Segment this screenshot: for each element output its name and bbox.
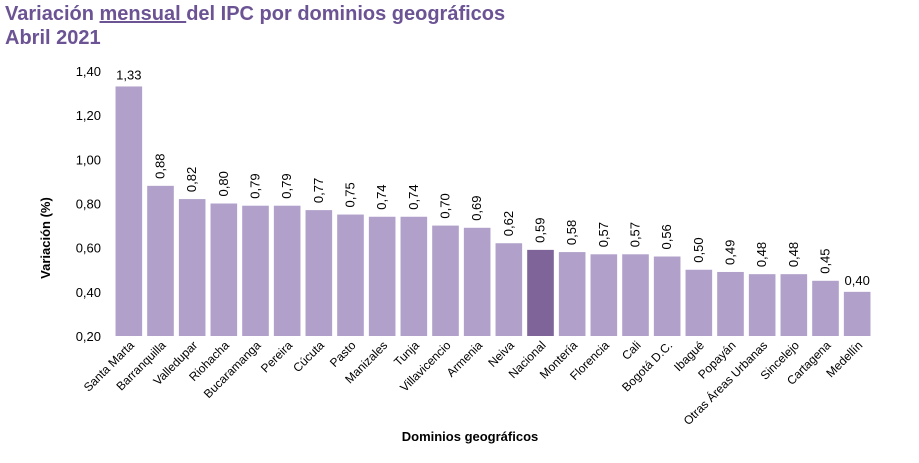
value-label: 0,69: [469, 195, 484, 220]
y-axis-ticks: 0,20 0,40 0,60 0,80 1,00 1,20 1,40: [76, 64, 101, 344]
bar: [843, 291, 871, 336]
chart-subtitle: Abril 2021: [5, 27, 101, 49]
value-label: 0,79: [248, 173, 263, 198]
value-label: 0,82: [184, 167, 199, 192]
y-tick-label: 0,80: [76, 197, 101, 212]
bar: [178, 199, 206, 336]
value-label: 0,75: [343, 182, 358, 207]
x-axis-title: Dominios geográficos: [402, 429, 539, 444]
value-labels: 1,33 0,88 0,82 0,80 0,79 0,79 0,77 0,75 0,74 0,74…: [116, 67, 870, 287]
value-label: 0,56: [659, 224, 674, 249]
value-label: 0,79: [279, 173, 294, 198]
bar: [210, 203, 238, 336]
value-label: 0,77: [311, 178, 326, 203]
value-label: 0,48: [786, 242, 801, 267]
y-tick-label: 1,00: [76, 152, 101, 167]
value-label: 0,62: [501, 211, 516, 236]
bar: [748, 274, 776, 336]
bar: [242, 205, 269, 336]
bar: [115, 86, 143, 336]
bar: [653, 256, 681, 336]
bar: [622, 254, 649, 336]
bar: [495, 243, 523, 336]
value-label: 0,59: [533, 218, 548, 243]
bar: [305, 210, 333, 336]
title-suffix: del IPC por dominios geográficos: [186, 3, 506, 25]
bar: [590, 254, 618, 336]
category-label: Cali: [619, 338, 644, 363]
y-tick-label: 0,40: [76, 285, 101, 300]
title-underlined-word: mensual: [99, 3, 187, 25]
value-label: 1,33: [116, 67, 141, 82]
bar: [717, 271, 744, 336]
bar: [780, 274, 808, 336]
y-tick-label: 1,20: [76, 108, 101, 123]
category-label: Cúcuta: [290, 338, 327, 375]
value-label: 0,70: [438, 193, 453, 218]
chart-title: Variación mensual del IPC por dominios g…: [5, 2, 505, 50]
bar: [558, 252, 586, 336]
bar: [527, 249, 554, 336]
title-prefix: Variación: [5, 3, 100, 25]
value-label: 0,49: [723, 240, 738, 265]
value-label: 0,57: [596, 222, 611, 247]
bar: [337, 214, 364, 336]
value-label: 0,40: [845, 273, 870, 288]
bar: [463, 227, 491, 336]
value-label: 0,50: [691, 237, 706, 262]
bar: [368, 216, 396, 336]
value-label: 0,88: [153, 154, 168, 179]
value-label: 0,57: [628, 222, 643, 247]
category-label: Armenia: [444, 338, 486, 380]
value-label: 0,74: [406, 184, 421, 209]
value-label: 0,80: [216, 171, 231, 196]
value-label: 0,48: [754, 242, 769, 267]
category-labels: Santa MartaBarranquillaValleduparRiohach…: [81, 338, 865, 428]
bar: [147, 185, 174, 336]
y-tick-label: 0,20: [76, 329, 101, 344]
y-tick-label: 0,60: [76, 241, 101, 256]
bar: [432, 225, 459, 336]
bar: [273, 205, 301, 336]
bars: [115, 86, 871, 336]
value-label: 0,74: [374, 184, 389, 209]
bar: [400, 216, 428, 336]
bar: [812, 280, 839, 336]
category-label: Pereira: [258, 338, 295, 375]
y-axis-title: Variación (%): [38, 197, 53, 279]
y-tick-label: 1,40: [76, 64, 101, 79]
value-label: 0,58: [564, 220, 579, 245]
bar: [685, 269, 713, 336]
value-label: 0,45: [818, 248, 833, 273]
